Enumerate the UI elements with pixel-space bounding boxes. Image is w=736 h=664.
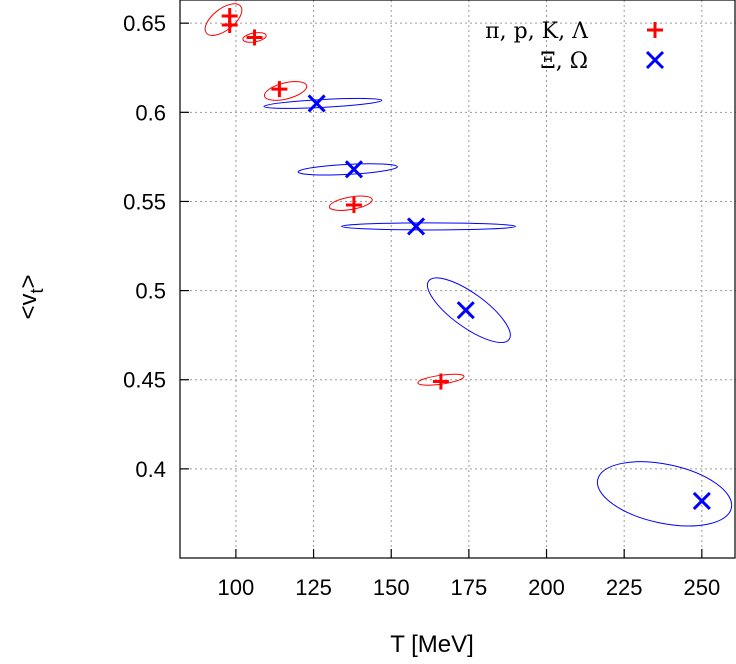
legend-marker-light — [647, 22, 663, 38]
x-tick-label: 225 — [606, 575, 643, 600]
multi-strange-point-d2 — [407, 217, 426, 236]
legend-label-strange: Ξ, Ω — [540, 49, 588, 74]
light-hadron-point — [271, 81, 288, 98]
y-tick-label: 0.65 — [123, 11, 166, 36]
multi-strange-point — [307, 94, 326, 113]
legend-marker-strange — [645, 50, 665, 70]
x-tick-label: 150 — [373, 575, 410, 600]
y-tick-label: 0.45 — [123, 368, 166, 393]
legend-plus-marker — [647, 22, 663, 38]
light-hadron-error-ellipse — [263, 81, 308, 101]
y-tick-label: 0.5 — [135, 279, 166, 304]
x-tick-label: 200 — [528, 575, 565, 600]
error-ellipses — [204, 3, 733, 527]
multi-strange-point-d2 — [307, 94, 326, 113]
light-hadron-error-ellipse — [204, 3, 243, 36]
y-tick-labels: 0.4 0.45 0.5 0.55 0.6 0.65 — [123, 11, 166, 482]
legend: π, p, K, Λ Ξ, Ω — [485, 19, 665, 74]
grid — [180, 0, 736, 558]
legend-cross-marker — [645, 50, 665, 70]
x-tick-label: 175 — [451, 575, 488, 600]
light-hadron-point — [345, 197, 362, 214]
plot-frame — [179, 0, 736, 559]
axis-ticks — [180, 22, 703, 558]
data-points — [221, 8, 711, 511]
x-tick-labels: 100 125 150 175 200 225 250 — [218, 575, 721, 600]
multi-strange-point — [407, 217, 426, 236]
light-hadron-point — [432, 373, 449, 390]
multi-strange-error-ellipse — [341, 222, 516, 231]
multi-strange-error-ellipse — [596, 461, 733, 527]
legend-cross-marker-d2 — [645, 50, 665, 70]
x-tick-label: 100 — [218, 575, 255, 600]
light-hadron-point — [246, 29, 263, 46]
x-axis-label: T [MeV] — [390, 631, 474, 658]
light-hadron-point — [221, 16, 238, 33]
multi-strange-point-d2 — [692, 491, 711, 511]
multi-strange-point — [456, 301, 475, 320]
y-tick-label: 0.4 — [135, 457, 166, 482]
multi-strange-point-d2 — [344, 160, 364, 179]
multi-strange-point-d2 — [456, 301, 475, 320]
y-tick-label: 0.6 — [135, 100, 166, 125]
x-tick-label: 125 — [295, 575, 332, 600]
y-axis-label: <vt> — [15, 274, 47, 319]
light-hadron-error-ellipse — [328, 195, 373, 211]
multi-strange-point — [344, 160, 364, 179]
x-tick-label: 250 — [683, 575, 720, 600]
multi-strange-error-ellipse — [426, 277, 511, 343]
y-tick-label: 0.55 — [123, 189, 166, 214]
multi-strange-point — [692, 491, 711, 511]
legend-label-light: π, p, K, Λ — [485, 19, 589, 44]
